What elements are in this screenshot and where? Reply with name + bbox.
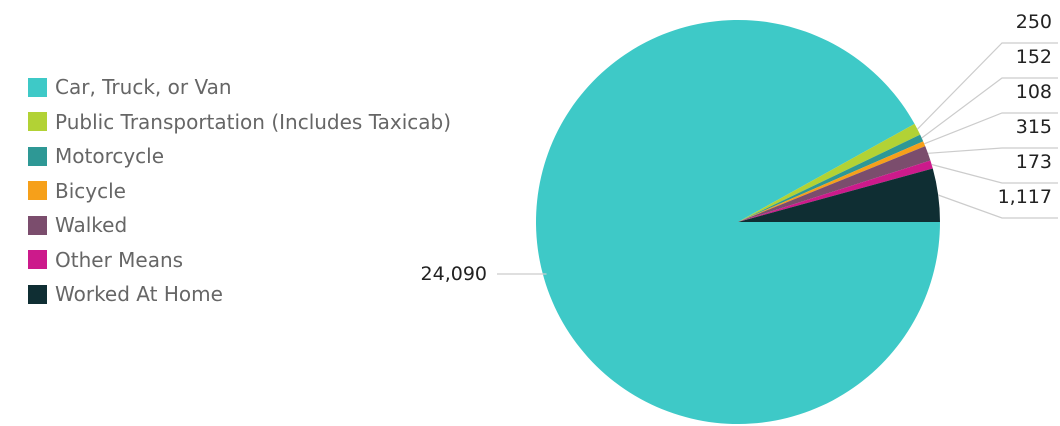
leader-line-6 xyxy=(937,194,1058,219)
pie-slice-1[interactable] xyxy=(738,123,921,222)
legend-swatch xyxy=(28,250,47,270)
pie-slice-2[interactable] xyxy=(738,134,924,222)
leader-line-2 xyxy=(921,77,1058,139)
legend-label: Motorcycle xyxy=(55,144,165,169)
legend-item-other-means[interactable]: Other Means xyxy=(28,243,451,278)
data-label-4: 315 xyxy=(1016,116,1052,138)
legend-item-car-truck-van[interactable]: Car, Truck, or Van xyxy=(28,70,451,105)
legend-label: Car, Truck, or Van xyxy=(55,75,232,100)
data-label-5: 173 xyxy=(1016,151,1052,173)
legend-item-bicycle[interactable]: Bicycle xyxy=(28,174,451,209)
pie-slice-4[interactable] xyxy=(738,146,931,222)
data-label-2: 152 xyxy=(1016,46,1052,68)
leader-line-5 xyxy=(931,163,1058,184)
data-label-0: 24,090 xyxy=(421,263,487,285)
legend-label: Worked At Home xyxy=(55,282,223,307)
data-label-6: 1,117 xyxy=(998,186,1052,208)
legend-swatch xyxy=(28,215,47,235)
legend-label: Public Transportation (Includes Taxicab) xyxy=(55,109,452,134)
legend-label: Other Means xyxy=(55,247,184,272)
leader-line-4 xyxy=(927,147,1058,154)
pie-slice-6[interactable] xyxy=(738,168,940,222)
legend-item-public-transportation[interactable]: Public Transportation (Includes Taxicab) xyxy=(28,105,451,140)
legend-item-worked-at-home[interactable]: Worked At Home xyxy=(28,277,451,312)
data-label-1: 250 xyxy=(1016,11,1052,33)
pie-slice-5[interactable] xyxy=(738,160,933,222)
leader-line-3 xyxy=(923,112,1058,145)
legend-label: Bicycle xyxy=(55,178,126,203)
legend-item-motorcycle[interactable]: Motorcycle xyxy=(28,139,451,174)
legend-swatch xyxy=(28,77,47,97)
pie-slice-3[interactable] xyxy=(738,141,926,222)
legend-swatch xyxy=(28,181,47,201)
pie-slice-0[interactable] xyxy=(536,19,940,424)
legend-swatch xyxy=(28,112,47,132)
legend-label: Walked xyxy=(55,213,128,238)
legend-swatch xyxy=(28,284,47,304)
legend-swatch xyxy=(28,146,47,166)
legend: Car, Truck, or Van Public Transportation… xyxy=(28,70,451,312)
data-label-3: 108 xyxy=(1016,81,1052,103)
leader-line-1 xyxy=(916,42,1058,130)
legend-item-walked[interactable]: Walked xyxy=(28,208,451,243)
